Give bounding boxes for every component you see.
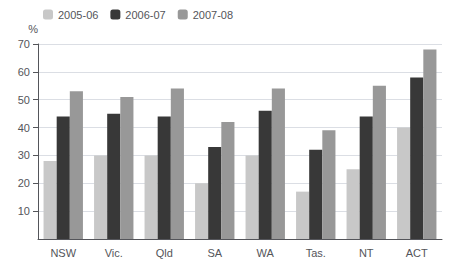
svg-text:Vic.: Vic. (105, 247, 123, 259)
svg-text:NSW: NSW (50, 247, 76, 259)
svg-text:20: 20 (18, 177, 30, 189)
svg-text:NT: NT (359, 247, 374, 259)
svg-text:40: 40 (18, 122, 30, 134)
svg-text:SA: SA (207, 247, 222, 259)
svg-text:2007-08: 2007-08 (193, 9, 233, 21)
svg-text:2005-06: 2005-06 (58, 9, 98, 21)
svg-text:Qld: Qld (156, 247, 173, 259)
svg-text:10: 10 (18, 205, 30, 217)
svg-text:2006-07: 2006-07 (125, 9, 165, 21)
svg-text:%: % (28, 23, 38, 35)
svg-text:WA: WA (257, 247, 275, 259)
svg-text:60: 60 (18, 66, 30, 78)
svg-text:70: 70 (18, 38, 30, 50)
svg-text:30: 30 (18, 149, 30, 161)
svg-text:Tas.: Tas. (306, 247, 326, 259)
svg-text:ACT: ACT (406, 247, 428, 259)
svg-text:50: 50 (18, 94, 30, 106)
